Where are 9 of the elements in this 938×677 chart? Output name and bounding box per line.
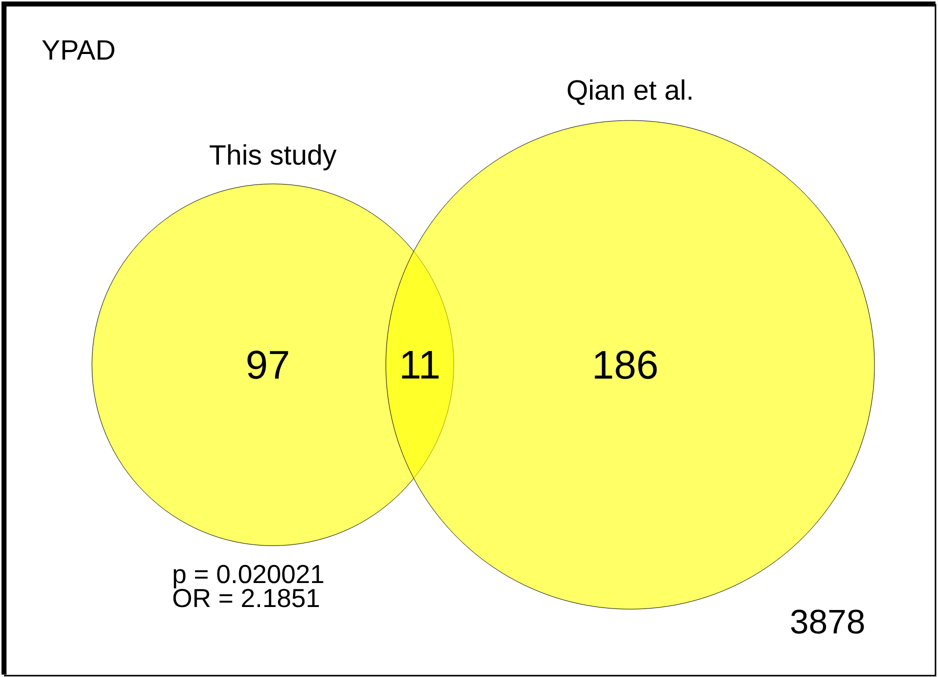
data-label: 3878 (791, 610, 864, 634)
text: YPAD (42, 40, 114, 60)
category-label: This study (210, 144, 337, 170)
text: p = 0.020021 (174, 564, 324, 588)
data-label: 11 (402, 351, 439, 378)
category-label: Qian et al. (568, 79, 692, 105)
text: OR = 2.1851 (173, 588, 319, 608)
data-label: 97 (248, 350, 288, 379)
data-label: 186 (594, 350, 657, 379)
